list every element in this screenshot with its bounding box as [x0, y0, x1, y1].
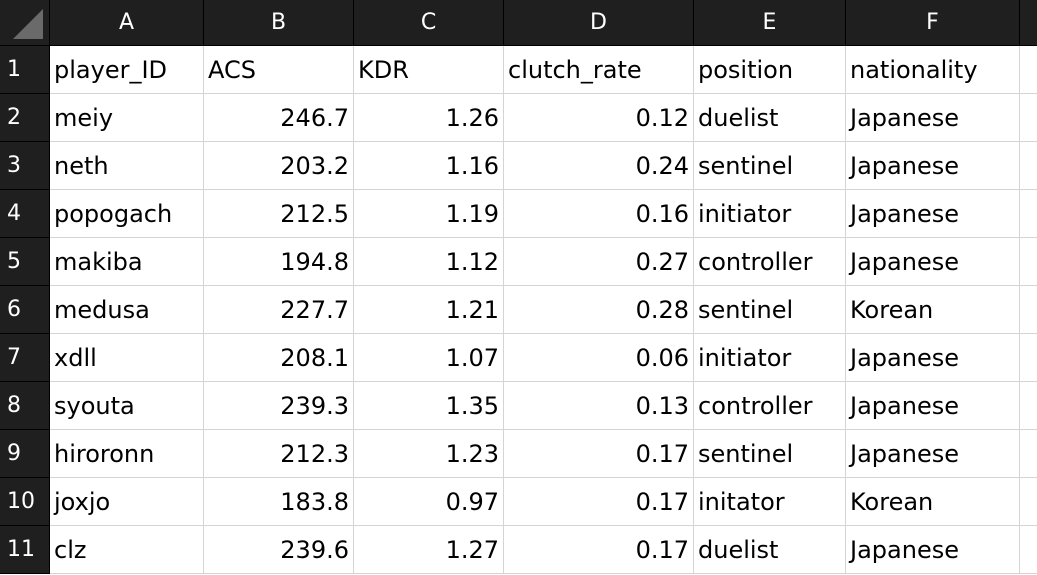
cell-f9[interactable]: Japanese	[846, 430, 1020, 478]
column-header-overflow	[1020, 0, 1037, 46]
row-overflow	[1020, 478, 1037, 526]
cell-a1[interactable]: player_ID	[50, 46, 204, 94]
cell-c7[interactable]: 1.07	[354, 334, 504, 382]
row-overflow	[1020, 190, 1037, 238]
cell-b3[interactable]: 203.2	[204, 142, 354, 190]
cell-b5[interactable]: 194.8	[204, 238, 354, 286]
cell-b2[interactable]: 246.7	[204, 94, 354, 142]
cell-d3[interactable]: 0.24	[504, 142, 694, 190]
row-overflow	[1020, 430, 1037, 478]
row-overflow	[1020, 94, 1037, 142]
cell-d8[interactable]: 0.13	[504, 382, 694, 430]
cell-c11[interactable]: 1.27	[354, 526, 504, 574]
select-all-triangle-icon	[13, 9, 43, 39]
cell-f1[interactable]: nationality	[846, 46, 1020, 94]
cell-a2[interactable]: meiy	[50, 94, 204, 142]
cell-f10[interactable]: Korean	[846, 478, 1020, 526]
cell-a10[interactable]: joxjo	[50, 478, 204, 526]
cell-e8[interactable]: controller	[694, 382, 846, 430]
cell-c1[interactable]: KDR	[354, 46, 504, 94]
cell-c9[interactable]: 1.23	[354, 430, 504, 478]
cell-a5[interactable]: makiba	[50, 238, 204, 286]
cell-b6[interactable]: 227.7	[204, 286, 354, 334]
cell-a3[interactable]: neth	[50, 142, 204, 190]
cell-d9[interactable]: 0.17	[504, 430, 694, 478]
cell-e11[interactable]: duelist	[694, 526, 846, 574]
column-header-b[interactable]: B	[204, 0, 354, 46]
cell-e1[interactable]: position	[694, 46, 846, 94]
column-header-e[interactable]: E	[694, 0, 846, 46]
row-header-6[interactable]: 6	[0, 286, 50, 334]
cell-f3[interactable]: Japanese	[846, 142, 1020, 190]
column-header-a[interactable]: A	[50, 0, 204, 46]
row-overflow	[1020, 286, 1037, 334]
cell-b8[interactable]: 239.3	[204, 382, 354, 430]
cell-c8[interactable]: 1.35	[354, 382, 504, 430]
row-overflow	[1020, 382, 1037, 430]
row-header-5[interactable]: 5	[0, 238, 50, 286]
cell-c2[interactable]: 1.26	[354, 94, 504, 142]
cell-f11[interactable]: Japanese	[846, 526, 1020, 574]
cell-d11[interactable]: 0.17	[504, 526, 694, 574]
row-overflow	[1020, 46, 1037, 94]
cell-d4[interactable]: 0.16	[504, 190, 694, 238]
cell-c3[interactable]: 1.16	[354, 142, 504, 190]
cell-f7[interactable]: Japanese	[846, 334, 1020, 382]
row-header-11[interactable]: 11	[0, 526, 50, 574]
cell-f4[interactable]: Japanese	[846, 190, 1020, 238]
row-overflow	[1020, 526, 1037, 574]
row-header-1[interactable]: 1	[0, 46, 50, 94]
cell-f2[interactable]: Japanese	[846, 94, 1020, 142]
cell-b10[interactable]: 183.8	[204, 478, 354, 526]
column-header-f[interactable]: F	[846, 0, 1020, 46]
cell-a6[interactable]: medusa	[50, 286, 204, 334]
column-header-d[interactable]: D	[504, 0, 694, 46]
row-header-9[interactable]: 9	[0, 430, 50, 478]
cell-f5[interactable]: Japanese	[846, 238, 1020, 286]
cell-e5[interactable]: controller	[694, 238, 846, 286]
row-overflow	[1020, 142, 1037, 190]
cell-e6[interactable]: sentinel	[694, 286, 846, 334]
row-header-3[interactable]: 3	[0, 142, 50, 190]
cell-e2[interactable]: duelist	[694, 94, 846, 142]
row-header-7[interactable]: 7	[0, 334, 50, 382]
row-overflow	[1020, 238, 1037, 286]
cell-a8[interactable]: syouta	[50, 382, 204, 430]
cell-c5[interactable]: 1.12	[354, 238, 504, 286]
cell-f6[interactable]: Korean	[846, 286, 1020, 334]
cell-b7[interactable]: 208.1	[204, 334, 354, 382]
cell-c6[interactable]: 1.21	[354, 286, 504, 334]
cell-f8[interactable]: Japanese	[846, 382, 1020, 430]
cell-c4[interactable]: 1.19	[354, 190, 504, 238]
cell-e4[interactable]: initiator	[694, 190, 846, 238]
cell-b11[interactable]: 239.6	[204, 526, 354, 574]
cell-e3[interactable]: sentinel	[694, 142, 846, 190]
row-header-8[interactable]: 8	[0, 382, 50, 430]
cell-e10[interactable]: initator	[694, 478, 846, 526]
cell-d5[interactable]: 0.27	[504, 238, 694, 286]
column-header-c[interactable]: C	[354, 0, 504, 46]
cell-b4[interactable]: 212.5	[204, 190, 354, 238]
row-overflow	[1020, 334, 1037, 382]
cell-d7[interactable]: 0.06	[504, 334, 694, 382]
cell-d6[interactable]: 0.28	[504, 286, 694, 334]
row-header-4[interactable]: 4	[0, 190, 50, 238]
cell-a7[interactable]: xdll	[50, 334, 204, 382]
cell-e9[interactable]: sentinel	[694, 430, 846, 478]
cell-e7[interactable]: initiator	[694, 334, 846, 382]
cell-d2[interactable]: 0.12	[504, 94, 694, 142]
select-all-button[interactable]	[0, 0, 50, 46]
cell-d1[interactable]: clutch_rate	[504, 46, 694, 94]
cell-a4[interactable]: popogach	[50, 190, 204, 238]
row-header-10[interactable]: 10	[0, 478, 50, 526]
cell-d10[interactable]: 0.17	[504, 478, 694, 526]
row-header-2[interactable]: 2	[0, 94, 50, 142]
cell-a11[interactable]: clz	[50, 526, 204, 574]
cell-a9[interactable]: hiroronn	[50, 430, 204, 478]
cell-b9[interactable]: 212.3	[204, 430, 354, 478]
cell-b1[interactable]: ACS	[204, 46, 354, 94]
cell-c10[interactable]: 0.97	[354, 478, 504, 526]
